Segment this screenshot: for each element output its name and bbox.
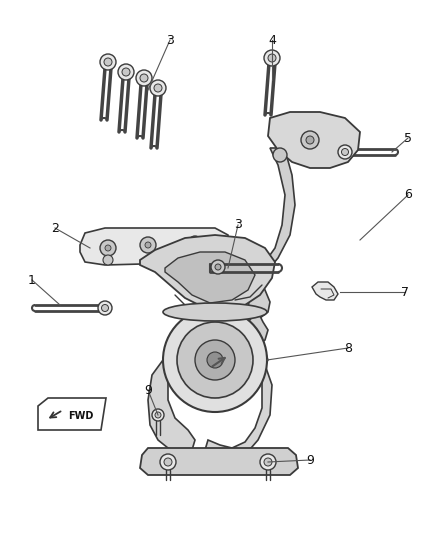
Circle shape bbox=[264, 458, 272, 466]
Polygon shape bbox=[246, 340, 268, 370]
Text: 5: 5 bbox=[404, 132, 412, 144]
Circle shape bbox=[160, 454, 176, 470]
Circle shape bbox=[177, 322, 253, 398]
Circle shape bbox=[103, 255, 113, 265]
Circle shape bbox=[145, 242, 151, 248]
Text: 9: 9 bbox=[306, 454, 314, 466]
Circle shape bbox=[189, 236, 201, 248]
Text: 3: 3 bbox=[166, 34, 174, 46]
Circle shape bbox=[207, 352, 223, 368]
Polygon shape bbox=[246, 312, 268, 345]
Text: 9: 9 bbox=[144, 384, 152, 397]
Circle shape bbox=[154, 84, 162, 92]
Text: 6: 6 bbox=[404, 189, 412, 201]
Circle shape bbox=[105, 245, 111, 251]
Polygon shape bbox=[205, 355, 272, 460]
Polygon shape bbox=[252, 148, 295, 278]
Circle shape bbox=[140, 237, 156, 253]
Text: 7: 7 bbox=[401, 286, 409, 298]
Circle shape bbox=[155, 412, 161, 418]
Circle shape bbox=[152, 409, 164, 421]
Circle shape bbox=[338, 145, 352, 159]
Polygon shape bbox=[165, 252, 255, 303]
Circle shape bbox=[195, 340, 235, 380]
Circle shape bbox=[190, 250, 200, 260]
Circle shape bbox=[273, 148, 287, 162]
Polygon shape bbox=[148, 360, 195, 452]
Circle shape bbox=[215, 264, 221, 270]
Text: FWD: FWD bbox=[68, 411, 93, 421]
Circle shape bbox=[306, 136, 314, 144]
Circle shape bbox=[342, 149, 349, 156]
Circle shape bbox=[100, 240, 116, 256]
Polygon shape bbox=[140, 235, 275, 310]
Circle shape bbox=[163, 308, 267, 412]
Polygon shape bbox=[312, 282, 338, 300]
Circle shape bbox=[268, 54, 276, 62]
Circle shape bbox=[100, 54, 116, 70]
Circle shape bbox=[260, 454, 276, 470]
Circle shape bbox=[150, 80, 166, 96]
Text: 4: 4 bbox=[268, 34, 276, 46]
Polygon shape bbox=[38, 398, 106, 430]
Circle shape bbox=[122, 68, 130, 76]
Polygon shape bbox=[140, 448, 298, 475]
Text: 2: 2 bbox=[51, 222, 59, 235]
Circle shape bbox=[118, 64, 134, 80]
Polygon shape bbox=[268, 112, 360, 168]
Text: 8: 8 bbox=[344, 342, 352, 354]
Circle shape bbox=[104, 58, 112, 66]
Polygon shape bbox=[248, 268, 270, 318]
Circle shape bbox=[164, 458, 172, 466]
Text: 1: 1 bbox=[28, 273, 36, 287]
Polygon shape bbox=[80, 228, 228, 265]
Circle shape bbox=[264, 50, 280, 66]
Circle shape bbox=[102, 304, 109, 311]
Circle shape bbox=[136, 70, 152, 86]
Circle shape bbox=[140, 74, 148, 82]
Ellipse shape bbox=[163, 303, 267, 321]
Circle shape bbox=[98, 301, 112, 315]
Text: 3: 3 bbox=[234, 219, 242, 231]
Circle shape bbox=[301, 131, 319, 149]
Circle shape bbox=[192, 239, 198, 245]
Circle shape bbox=[211, 260, 225, 274]
